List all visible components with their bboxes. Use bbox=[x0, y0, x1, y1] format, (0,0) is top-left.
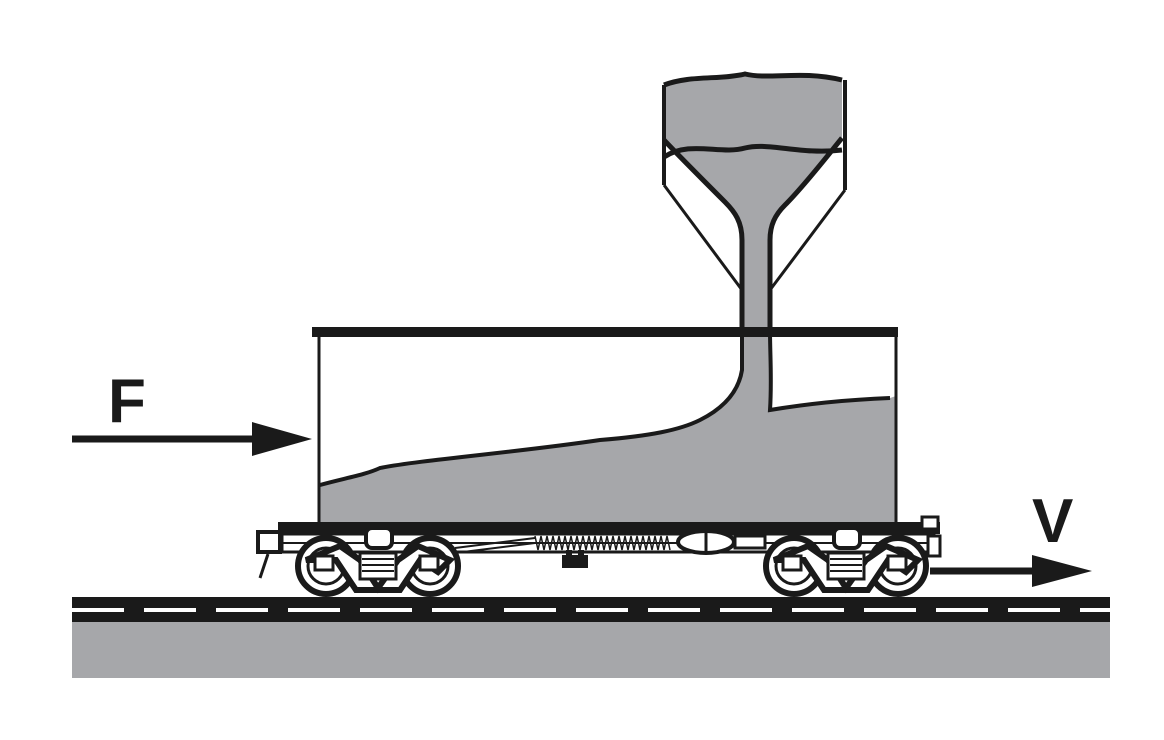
velocity-arrow bbox=[930, 555, 1092, 587]
hopper-band bbox=[662, 143, 843, 160]
deck bbox=[278, 522, 940, 534]
hopper-sand bbox=[664, 74, 842, 330]
hopper-sand-outline bbox=[662, 138, 745, 330]
cart-top-rim bbox=[312, 327, 898, 337]
sand-pile-outline bbox=[319, 330, 744, 487]
ground bbox=[72, 622, 1110, 678]
hopper-top-edge bbox=[663, 71, 843, 88]
under-valve bbox=[562, 555, 588, 568]
hopper-left-strut bbox=[662, 184, 744, 291]
velocity-label: V bbox=[1032, 487, 1073, 556]
left-coupler bbox=[256, 530, 282, 554]
velocity-arrowhead bbox=[1032, 555, 1092, 587]
left-truck bbox=[295, 526, 461, 597]
cart-box bbox=[312, 327, 898, 525]
right-coupler bbox=[920, 515, 940, 531]
force-label: F bbox=[108, 367, 146, 436]
force-arrowhead bbox=[252, 422, 312, 456]
sand-pile bbox=[320, 330, 896, 525]
hopper-right-strut bbox=[768, 189, 847, 291]
sand-hopper bbox=[662, 71, 847, 330]
rail-track bbox=[72, 597, 1110, 622]
right-truck bbox=[763, 526, 929, 597]
brake-rigging-spring bbox=[534, 535, 671, 551]
force-arrow bbox=[72, 422, 312, 456]
